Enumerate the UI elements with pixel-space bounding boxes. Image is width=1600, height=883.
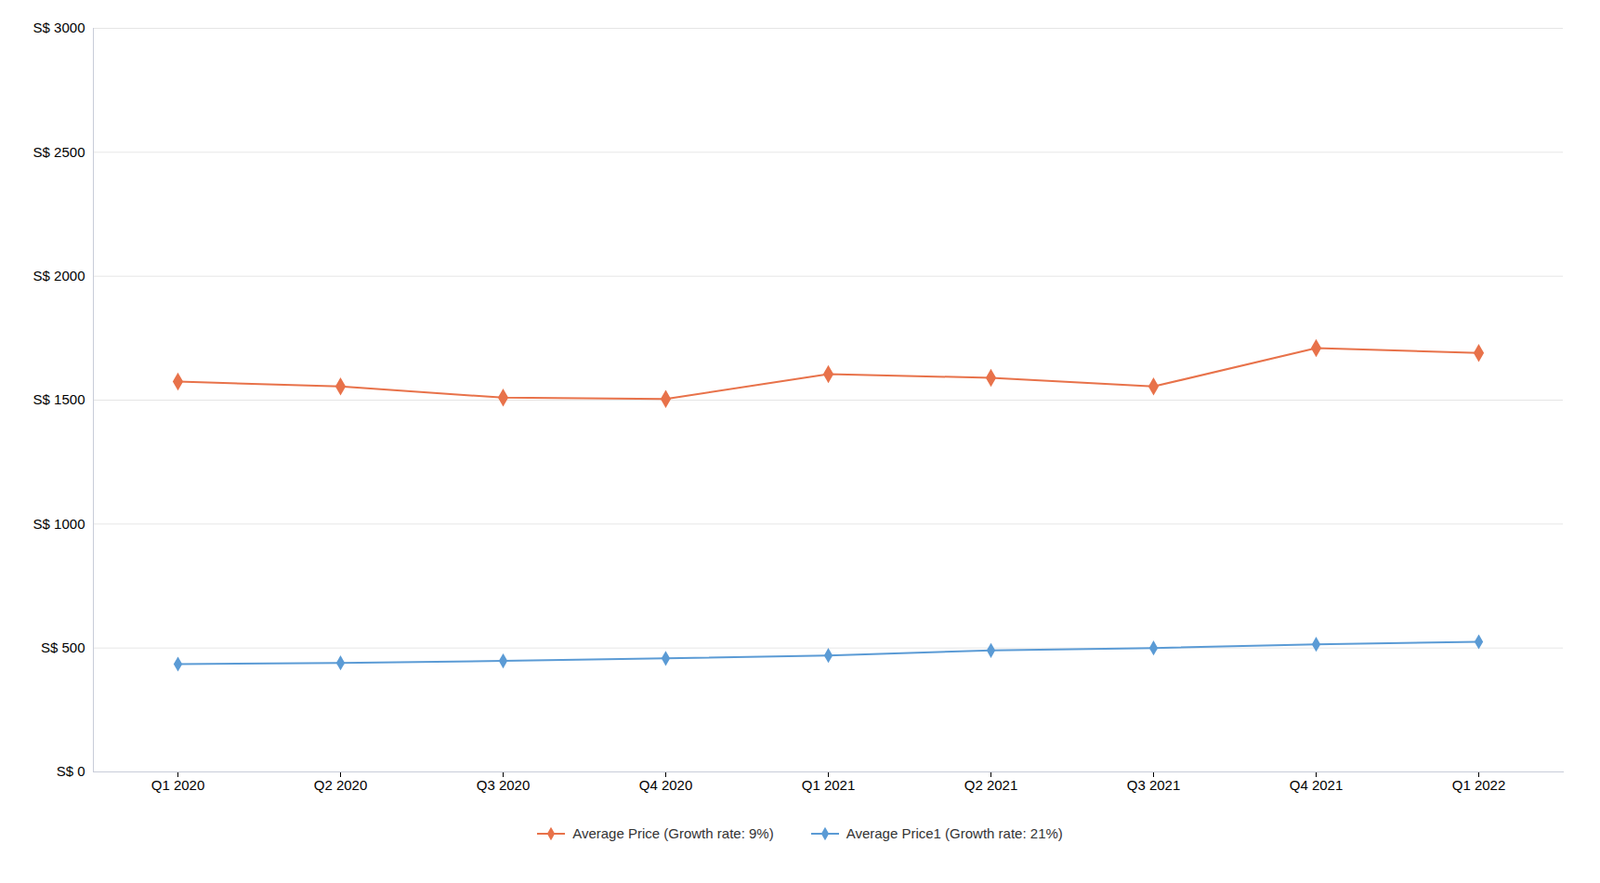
svg-text:Q3 2021: Q3 2021 — [1127, 776, 1181, 793]
svg-text:Q2 2021: Q2 2021 — [964, 776, 1019, 793]
svg-text:S$ 0: S$ 0 — [56, 762, 86, 779]
svg-text:Q1 2022: Q1 2022 — [1452, 776, 1507, 793]
svg-text:Q2 2020: Q2 2020 — [314, 776, 368, 793]
svg-text:Q4 2020: Q4 2020 — [639, 776, 694, 793]
html-text:Average Price1 (Growth rate: 2: Average Price1 (Growth rate: 21%) — [846, 825, 1063, 841]
svg-text:S$ 500: S$ 500 — [40, 639, 86, 656]
svg-text:Q3 2020: Q3 2020 — [476, 776, 531, 793]
svg-text:S$ 2000: S$ 2000 — [33, 267, 86, 284]
svg-text:S$ 1500: S$ 1500 — [33, 391, 86, 407]
svg-text:S$ 3000: S$ 3000 — [33, 19, 86, 36]
svg-text:Q1 2021: Q1 2021 — [801, 776, 856, 793]
svg-text:S$ 1000: S$ 1000 — [33, 515, 86, 532]
svg-text:Q4 2021: Q4 2021 — [1289, 776, 1344, 793]
svg-text:Q1 2020: Q1 2020 — [151, 776, 206, 793]
svg-text:S$ 2500: S$ 2500 — [33, 144, 86, 160]
html-text:Average Price (Growth rate: 9%: Average Price (Growth rate: 9%) — [572, 825, 774, 841]
